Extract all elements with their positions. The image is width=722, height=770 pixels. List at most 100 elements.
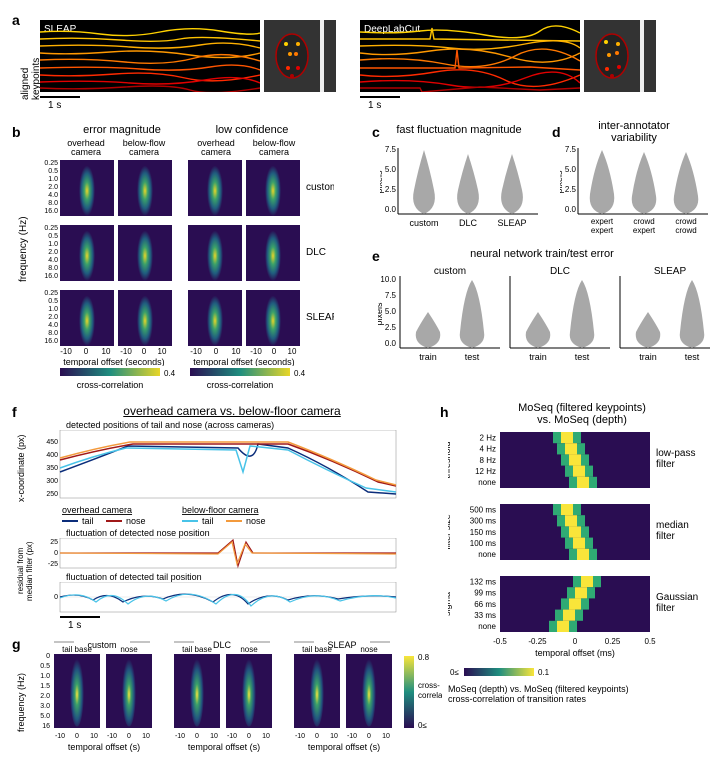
svg-text:pixels: pixels bbox=[560, 170, 564, 194]
panel-f-sub23-yaxis: residual from median filter (px) bbox=[16, 536, 34, 606]
svg-text:150 ms: 150 ms bbox=[470, 528, 496, 537]
panel-b-title-left: error magnitude bbox=[62, 124, 182, 136]
svg-text:8.0: 8.0 bbox=[48, 200, 58, 207]
svg-text:custom: custom bbox=[409, 218, 438, 228]
panel-a-sleap-snapshot bbox=[264, 20, 336, 92]
dlc-trace-svg: DeepLabCut bbox=[360, 20, 580, 92]
panel-g-svg: tail base-10010nose-10010temporal offset… bbox=[32, 638, 442, 756]
svg-text:10: 10 bbox=[210, 733, 218, 740]
svg-text:sigma: sigma bbox=[448, 592, 452, 616]
svg-text:2.5: 2.5 bbox=[385, 323, 397, 332]
svg-text:7.5: 7.5 bbox=[385, 145, 397, 154]
panel-label-d: d bbox=[552, 124, 561, 140]
svg-text:0: 0 bbox=[142, 347, 147, 356]
svg-text:custom: custom bbox=[434, 266, 466, 277]
svg-text:temporal offset (s): temporal offset (s) bbox=[188, 742, 260, 752]
svg-text:100 ms: 100 ms bbox=[470, 539, 496, 548]
svg-text:2.0: 2.0 bbox=[48, 314, 58, 321]
figure-root: a aligned keypoints SLEAP bbox=[12, 12, 710, 758]
svg-text:2.5: 2.5 bbox=[385, 185, 397, 194]
panel-a-yaxis: aligned keypoints bbox=[20, 30, 42, 100]
svg-text:0.5: 0.5 bbox=[40, 663, 50, 670]
svg-text:median: median bbox=[656, 520, 689, 531]
sleap-snapshot-svg bbox=[264, 20, 336, 92]
svg-text:nose: nose bbox=[126, 516, 146, 525]
svg-text:0: 0 bbox=[127, 733, 131, 740]
panel-b-grid: overhead camera below-flow camera overhe… bbox=[34, 138, 334, 366]
svg-text:nose: nose bbox=[360, 645, 378, 654]
panel-f-title: overhead camera vs. below-floor camera bbox=[72, 404, 392, 418]
panel-f-sub3-title: fluctuation of detected tail position bbox=[66, 572, 202, 582]
svg-text:test: test bbox=[685, 352, 700, 362]
svg-text:-10: -10 bbox=[107, 733, 117, 740]
panel-d-svg: 0.02.55.07.5 pixels expertexpert crowdex… bbox=[560, 140, 710, 240]
svg-text:pixels: pixels bbox=[378, 302, 384, 326]
svg-text:300 ms: 300 ms bbox=[470, 517, 496, 526]
svg-text:expert: expert bbox=[591, 226, 614, 235]
panel-f-sub2: 250-25 bbox=[38, 538, 398, 570]
svg-text:1.0: 1.0 bbox=[48, 176, 58, 183]
svg-text:0.0: 0.0 bbox=[385, 205, 397, 214]
svg-text:500 ms: 500 ms bbox=[470, 505, 496, 514]
svg-text:temporal offset (s): temporal offset (s) bbox=[68, 742, 140, 752]
panel-a-scalelabel-2: 1 s bbox=[368, 100, 381, 111]
panel-b-title-right: low confidence bbox=[192, 124, 312, 136]
svg-text:10: 10 bbox=[288, 347, 297, 356]
panel-label-b: b bbox=[12, 124, 21, 140]
svg-text:filter: filter bbox=[656, 459, 676, 470]
svg-text:nose: nose bbox=[246, 516, 266, 525]
svg-text:filter size: filter size bbox=[448, 514, 452, 550]
svg-text:none: none bbox=[478, 478, 496, 487]
svg-text:correlation: correlation bbox=[418, 691, 442, 700]
svg-text:8 Hz: 8 Hz bbox=[480, 456, 496, 465]
panel-f-scalebar bbox=[60, 616, 100, 618]
svg-text:SLEAP: SLEAP bbox=[654, 266, 687, 277]
svg-text:0.5: 0.5 bbox=[48, 233, 58, 240]
dlc-snapshot-svg bbox=[584, 20, 656, 92]
svg-text:cross-correlation: cross-correlation bbox=[207, 380, 274, 390]
svg-text:filter: filter bbox=[656, 531, 676, 542]
svg-text:10: 10 bbox=[102, 347, 111, 356]
svg-text:0: 0 bbox=[573, 637, 578, 646]
panel-a-dlc-snapshot bbox=[584, 20, 656, 92]
svg-text:4 Hz: 4 Hz bbox=[480, 445, 496, 454]
svg-text:pixels: pixels bbox=[380, 170, 384, 194]
panel-e-svg: 0.02.55.07.510.0 pixels customtraintestD… bbox=[378, 262, 710, 370]
svg-text:train: train bbox=[529, 352, 547, 362]
svg-text:0: 0 bbox=[84, 347, 89, 356]
svg-text:camera: camera bbox=[201, 147, 231, 157]
panel-h-svg: 2 Hz4 Hz8 Hz12 Hznonethresholdlow-passfi… bbox=[448, 432, 712, 692]
panel-f-sub1-title: detected positions of tail and nose (acr… bbox=[66, 420, 274, 430]
panel-f-legend: overhead camera tail nose below-floor ca… bbox=[62, 505, 402, 525]
svg-text:0.0: 0.0 bbox=[385, 339, 397, 348]
svg-text:1.0: 1.0 bbox=[40, 673, 50, 680]
svg-text:8.0: 8.0 bbox=[48, 265, 58, 272]
svg-text:0: 0 bbox=[75, 733, 79, 740]
svg-text:0.5: 0.5 bbox=[644, 637, 656, 646]
svg-text:SLEAP: SLEAP bbox=[497, 218, 526, 228]
svg-text:0.25: 0.25 bbox=[44, 160, 58, 167]
svg-text:300: 300 bbox=[46, 478, 58, 485]
svg-text:16.0: 16.0 bbox=[44, 273, 58, 280]
svg-text:99 ms: 99 ms bbox=[474, 589, 496, 598]
panel-f-sub3: 0 bbox=[38, 582, 398, 614]
svg-text:0.25: 0.25 bbox=[44, 225, 58, 232]
svg-text:1.0: 1.0 bbox=[48, 306, 58, 313]
svg-text:7.5: 7.5 bbox=[385, 291, 397, 300]
svg-text:0: 0 bbox=[195, 733, 199, 740]
svg-text:3.0: 3.0 bbox=[40, 703, 50, 710]
svg-text:0: 0 bbox=[272, 347, 277, 356]
svg-text:-25: -25 bbox=[48, 561, 58, 568]
svg-text:10: 10 bbox=[262, 733, 270, 740]
svg-text:132 ms: 132 ms bbox=[470, 577, 496, 586]
svg-text:camera: camera bbox=[129, 147, 159, 157]
svg-text:0.25: 0.25 bbox=[44, 290, 58, 297]
svg-text:0: 0 bbox=[247, 733, 251, 740]
svg-text:1.5: 1.5 bbox=[40, 683, 50, 690]
panel-a-scalebar-2 bbox=[360, 96, 400, 98]
svg-text:-10: -10 bbox=[295, 733, 305, 740]
svg-text:16: 16 bbox=[42, 723, 50, 730]
sleap-title: SLEAP bbox=[44, 24, 77, 35]
svg-text:-10: -10 bbox=[250, 347, 262, 356]
svg-text:10.0: 10.0 bbox=[380, 275, 396, 284]
